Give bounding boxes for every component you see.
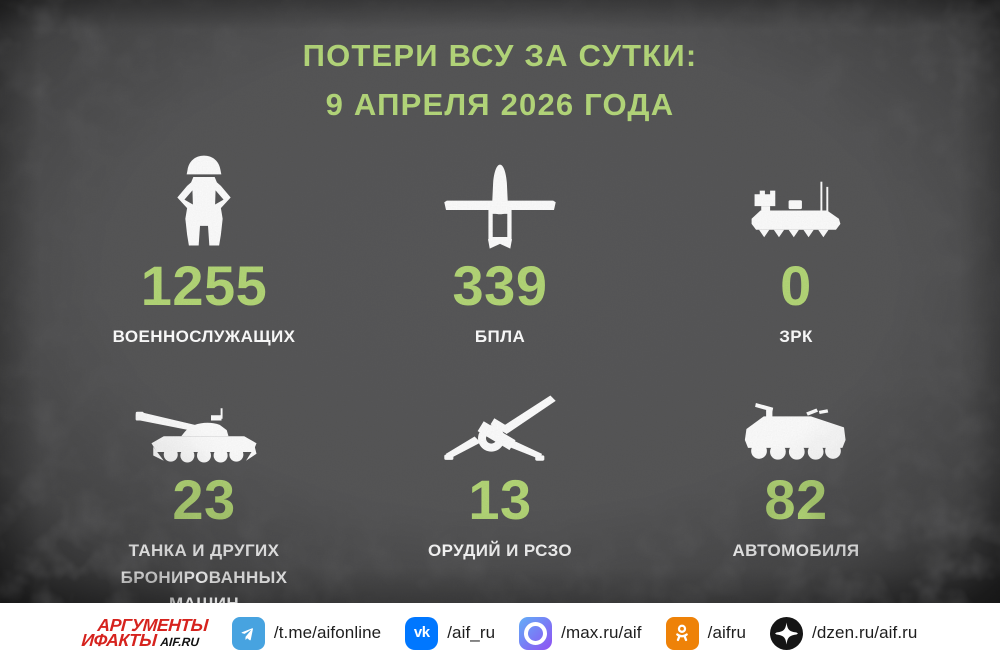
aif-logo-line-2: ИФАКТЫ [81,630,158,650]
stat-value: 13 [468,468,532,532]
footer-link-vk[interactable]: vk /aif_ru [405,616,496,650]
aif-logo-suffix: AIF.RU [160,635,201,649]
footer-link-label: /dzen.ru/aif.ru [812,623,918,642]
telegram-icon [231,616,265,650]
stat-value: 23 [172,468,236,532]
title-line-2: 9 АПРЕЛЯ 2026 ГОДА [325,86,675,122]
footer-link-label: /aifru [707,623,747,642]
stat-tanks: 23 ТАНКА И ДРУГИХ БРОНИРОВАННЫХ МАШИН [56,394,352,617]
soldier-icon [164,146,244,252]
drone-icon [444,146,556,252]
stat-label: ОРУДИЙ И РСЗО [427,541,573,561]
stat-label: АВТОМОБИЛЯ [732,541,860,561]
title-line-1: ПОТЕРИ ВСУ ЗА СУТКИ: [302,38,698,73]
stat-personnel: 1255 ВОЕННОСЛУЖАЩИХ [56,146,352,350]
armored-vehicle-icon [737,394,855,466]
stat-label: ВОЕННОСЛУЖАЩИХ [112,326,296,346]
stat-label: ЗРК [779,326,813,346]
footer-link-ok[interactable]: /aifru [665,616,747,650]
stat-value: 0 [780,253,812,317]
stat-artillery: 13 ОРУДИЙ И РСЗО [352,394,648,617]
max-ring-glyph [524,621,548,645]
air-defense-vehicle-icon [744,146,848,252]
stat-vehicles: 82 АВТОМОБИЛЯ [648,394,944,617]
howitzer-icon [441,394,559,466]
footer-link-telegram[interactable]: /t.me/aifonline [231,616,382,650]
stat-value: 339 [452,253,548,317]
main-area: ПОТЕРИ ВСУ ЗА СУТКИ: 9 АПРЕЛЯ 2026 ГОДА … [0,0,1000,613]
max-messenger-icon [519,616,553,650]
stat-air-defense: 0 ЗРК [648,146,944,350]
poster-title: ПОТЕРИ ВСУ ЗА СУТКИ: 9 АПРЕЛЯ 2026 ГОДА [0,0,1000,130]
stat-drones: 339 БПЛА [352,146,648,350]
footer-link-dzen[interactable]: /dzen.ru/aif.ru [770,616,918,650]
dzen-icon [770,616,804,650]
footer-link-max[interactable]: /max.ru/aif [519,616,642,650]
stat-label: БПЛА [474,326,526,346]
stat-value: 82 [764,468,828,532]
stat-value: 1255 [140,253,268,317]
vk-glyph: vk [413,624,430,641]
aif-logo: АРГУМЕНТЫ ИФАКТЫ AIF.RU [81,615,209,650]
footer-link-label: /max.ru/aif [561,623,642,642]
vk-icon: vk [405,616,439,650]
footer-link-label: /aif_ru [447,623,496,642]
stats-grid: 1255 ВОЕННОСЛУЖАЩИХ 339 БПЛА [0,130,1000,617]
odnoklassniki-icon [665,616,699,650]
footer-bar: АРГУМЕНТЫ ИФАКТЫ AIF.RU /t.me/aifonline … [0,603,1000,663]
footer-link-label: /t.me/aifonline [273,623,382,642]
tank-icon [134,394,274,466]
